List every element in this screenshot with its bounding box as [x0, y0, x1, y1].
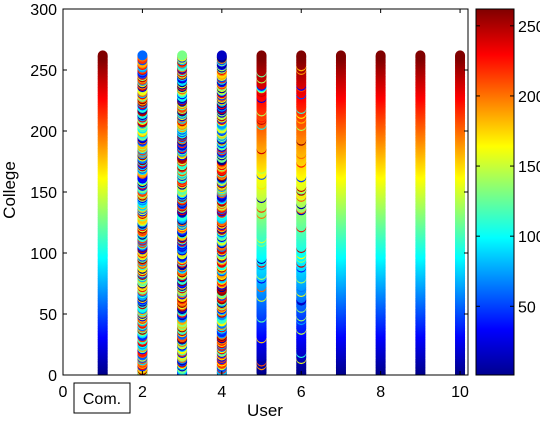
- colorbar-tick-label: 250: [518, 19, 540, 36]
- x-tick-label: 4: [217, 384, 226, 401]
- data-point: [415, 50, 426, 61]
- series-user-2: [137, 50, 148, 375]
- y-tick-label: 250: [30, 63, 57, 80]
- annotation-text: Com.: [83, 391, 121, 408]
- data-point: [296, 50, 307, 61]
- x-tick-label: 2: [138, 384, 147, 401]
- data-point: [177, 50, 188, 61]
- series-user-6: [296, 50, 307, 375]
- series-user-9: [415, 50, 426, 375]
- data-point: [455, 50, 466, 61]
- points-layer: [97, 50, 466, 375]
- data-point: [216, 50, 227, 61]
- colorbar-tick-label: 100: [518, 229, 540, 246]
- com-annotation: Com.: [73, 382, 131, 414]
- colorbar-tick-label: 50: [518, 299, 536, 316]
- series-user-1: [97, 50, 108, 375]
- series-user-7: [335, 50, 346, 375]
- series-user-8: [375, 50, 386, 375]
- data-point: [97, 50, 108, 61]
- colorbar-tick-label: 200: [518, 89, 540, 106]
- y-tick-label: 50: [39, 307, 57, 324]
- y-tick-label: 200: [30, 124, 57, 141]
- x-tick-label: 10: [451, 384, 469, 401]
- y-axis-label: College: [0, 161, 19, 219]
- data-point: [375, 50, 386, 61]
- series-user-10: [455, 50, 466, 375]
- x-tick-label: 6: [297, 384, 306, 401]
- y-tick-label: 0: [48, 368, 57, 385]
- colorbar: [475, 8, 515, 376]
- series-user-3: [177, 50, 188, 375]
- data-point: [137, 50, 148, 61]
- colorbar-ticks: 50 100 150 200 250: [476, 19, 540, 316]
- annotation-box: [73, 382, 131, 414]
- data-point: [256, 50, 267, 61]
- data-point: [335, 50, 346, 61]
- y-tick-label: 300: [30, 2, 57, 19]
- series-user-4: [216, 50, 227, 375]
- x-tick-label: 0: [59, 384, 68, 401]
- y-tick-label: 150: [30, 185, 57, 202]
- colorbar-tick-label: 150: [518, 159, 540, 176]
- y-tick-label: 100: [30, 246, 57, 263]
- x-axis-label: User: [247, 401, 283, 420]
- series-user-5: [256, 50, 267, 375]
- x-tick-label: 8: [376, 384, 385, 401]
